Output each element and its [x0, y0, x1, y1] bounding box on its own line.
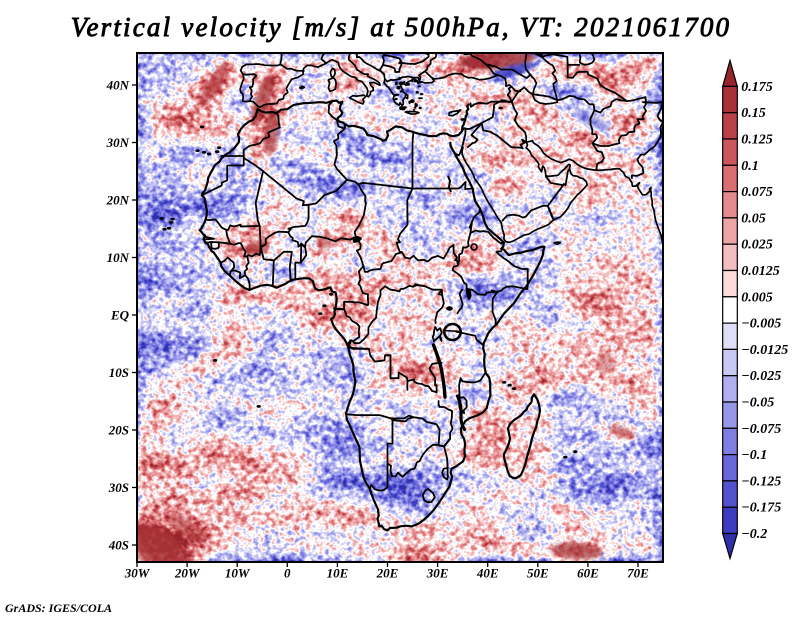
svg-text:GrADS: IGES/COLA: GrADS: IGES/COLA	[5, 601, 112, 615]
svg-text:Vertical velocity [m/s] at 500: Vertical velocity [m/s] at 500hPa, VT: 2…	[71, 12, 732, 42]
svg-text:0.005: 0.005	[741, 290, 773, 305]
svg-text:−0.2: −0.2	[741, 527, 767, 542]
svg-text:−0.0125: −0.0125	[741, 343, 788, 358]
svg-text:EQ: EQ	[110, 308, 130, 323]
svg-text:0.175: 0.175	[741, 80, 773, 95]
svg-text:0.15: 0.15	[741, 106, 766, 121]
svg-text:30E: 30E	[426, 565, 449, 580]
svg-text:0.025: 0.025	[741, 238, 773, 253]
svg-text:60E: 60E	[577, 565, 599, 580]
svg-text:30N: 30N	[106, 135, 130, 150]
svg-text:−0.005: −0.005	[741, 317, 781, 332]
svg-text:30W: 30W	[124, 565, 151, 580]
svg-text:0.125: 0.125	[741, 133, 773, 148]
svg-text:0.075: 0.075	[741, 185, 773, 200]
svg-text:−0.125: −0.125	[741, 474, 781, 489]
svg-text:20S: 20S	[108, 423, 129, 438]
svg-text:−0.1: −0.1	[741, 448, 767, 463]
svg-text:40N: 40N	[106, 78, 130, 93]
svg-text:10W: 10W	[225, 565, 251, 580]
svg-text:10E: 10E	[327, 565, 349, 580]
svg-text:40S: 40S	[108, 538, 129, 553]
svg-text:−0.025: −0.025	[741, 369, 781, 384]
svg-text:0.05: 0.05	[741, 211, 766, 226]
svg-text:30S: 30S	[108, 480, 129, 495]
svg-text:−0.075: −0.075	[741, 422, 781, 437]
svg-text:20W: 20W	[174, 565, 201, 580]
svg-text:10S: 10S	[109, 365, 129, 380]
svg-text:40E: 40E	[476, 565, 499, 580]
svg-text:0: 0	[284, 565, 291, 580]
svg-text:50E: 50E	[527, 565, 549, 580]
svg-text:10N: 10N	[107, 250, 130, 265]
svg-text:0.1: 0.1	[741, 159, 759, 174]
svg-text:20E: 20E	[376, 565, 399, 580]
svg-text:−0.05: −0.05	[741, 396, 774, 411]
svg-text:−0.175: −0.175	[741, 501, 781, 516]
svg-text:0.0125: 0.0125	[741, 264, 780, 279]
svg-text:70E: 70E	[627, 565, 649, 580]
svg-text:20N: 20N	[106, 193, 130, 208]
